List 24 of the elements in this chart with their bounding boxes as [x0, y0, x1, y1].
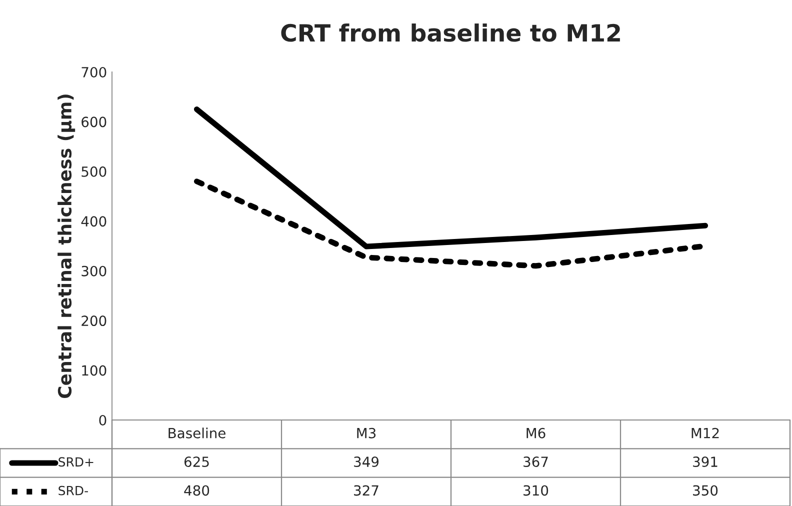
x-tick-label: M3: [357, 428, 376, 438]
data-label: 350: [693, 485, 718, 496]
y-tick-label: 100: [82, 365, 106, 376]
chart-title: CRT from baseline to M12: [281, 24, 620, 42]
data-label: 327: [354, 485, 378, 496]
x-tick-label: M6: [526, 428, 546, 438]
x-tick-label: Baseline: [168, 428, 226, 438]
y-tick-label: 600: [82, 116, 106, 128]
legend-label: SRD-: [58, 486, 88, 496]
y-tick-label: 300: [82, 266, 106, 276]
x-tick-label: M12: [692, 428, 719, 438]
data-label: 391: [693, 456, 718, 468]
data-label: 480: [184, 485, 210, 496]
y-tick-label: 500: [82, 166, 106, 177]
data-label: 625: [184, 456, 209, 468]
y-axis-title: Central retinal thickness (µm): [58, 94, 76, 398]
data-label: 310: [524, 485, 548, 496]
data-label: 349: [354, 456, 379, 468]
y-tick-label: 400: [81, 216, 106, 227]
legend-label: SRD+: [58, 457, 94, 467]
y-tick-label: 200: [82, 316, 106, 326]
data-label: 367: [524, 456, 548, 468]
y-tick-label: 700: [82, 66, 106, 78]
y-tick-label: 0: [99, 414, 106, 426]
